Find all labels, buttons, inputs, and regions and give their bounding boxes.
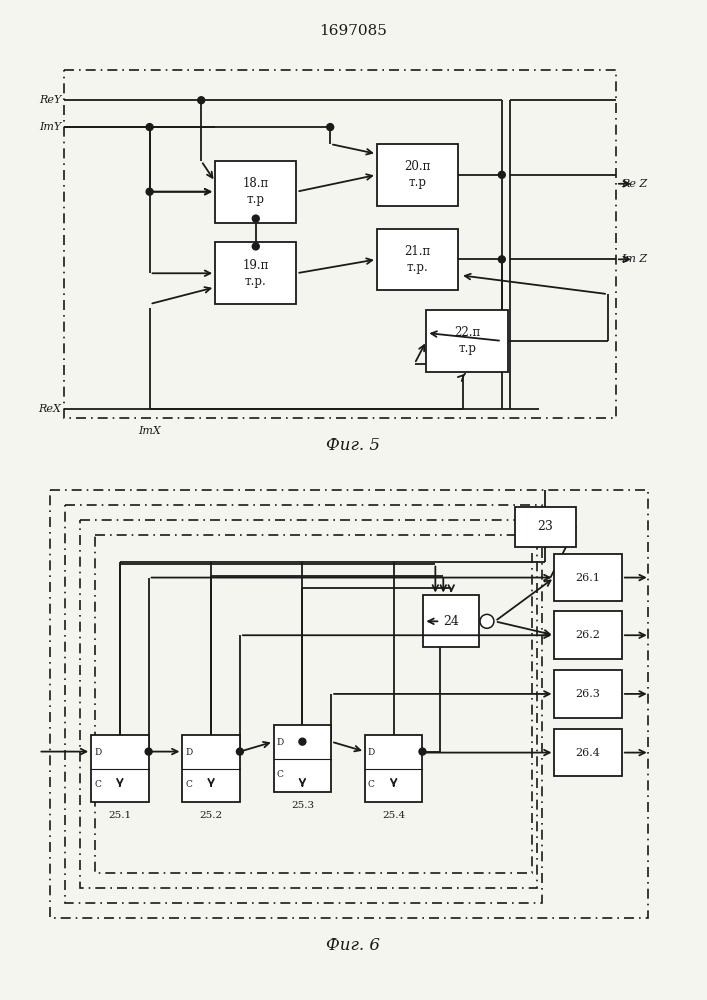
Text: D: D [368,748,375,757]
Text: 26.3: 26.3 [575,689,600,699]
Text: ImY: ImY [39,122,62,132]
Bar [80,520,537,888]
Text: 25.4: 25.4 [382,811,405,820]
Circle shape [236,748,243,755]
Circle shape [146,124,153,131]
Text: 20.п
т.р: 20.п т.р [404,160,431,189]
Text: 25.2: 25.2 [199,811,223,820]
Text: 21.п
т.р.: 21.п т.р. [404,245,431,274]
Text: 26.2: 26.2 [575,630,600,640]
Text: ImX: ImX [139,426,161,436]
Bar [215,161,296,223]
Circle shape [480,614,494,628]
Circle shape [145,748,152,755]
Bar [515,507,576,547]
Circle shape [252,243,259,250]
Text: C: C [368,780,375,789]
Text: 19.п
т.р.: 19.п т.р. [243,259,269,288]
Bar [554,670,622,718]
Text: 24: 24 [443,615,459,628]
Text: D: D [185,748,192,757]
Bar [95,535,532,873]
Circle shape [198,97,205,104]
Text: 26.4: 26.4 [575,748,600,758]
Text: 25.1: 25.1 [108,811,132,820]
Bar [65,505,542,903]
Text: 18.п
т.р: 18.п т.р [243,177,269,206]
Bar [426,310,508,372]
Bar [554,729,622,776]
Text: Im Z: Im Z [621,254,647,264]
Circle shape [419,748,426,755]
Text: C: C [94,780,101,789]
Text: D: D [276,738,284,747]
Bar [365,735,423,802]
Text: ReY: ReY [39,95,62,105]
Text: 25.3: 25.3 [291,801,314,810]
Circle shape [299,738,306,745]
Bar [377,229,458,290]
Text: 22.п
т.р: 22.п т.р [454,326,480,355]
Bar [423,595,479,647]
Bar [91,735,148,802]
Bar [554,611,622,659]
Bar [554,554,622,601]
Text: Re Z: Re Z [621,179,647,189]
Text: 26.1: 26.1 [575,573,600,583]
Text: ReX: ReX [38,404,62,414]
Text: C: C [185,780,192,789]
Circle shape [498,171,506,178]
Bar [50,490,648,918]
Text: Фиг. 5: Фиг. 5 [326,437,380,454]
Bar [64,70,616,418]
Bar [377,144,458,206]
Circle shape [498,256,506,263]
Text: Фиг. 6: Фиг. 6 [326,937,380,954]
Text: 23: 23 [537,520,554,533]
Circle shape [146,188,153,195]
Circle shape [252,215,259,222]
Text: 1697085: 1697085 [319,24,387,38]
Text: C: C [276,770,284,779]
Text: D: D [94,748,101,757]
Circle shape [327,124,334,131]
Bar [215,242,296,304]
Bar [274,725,331,792]
Bar [182,735,240,802]
